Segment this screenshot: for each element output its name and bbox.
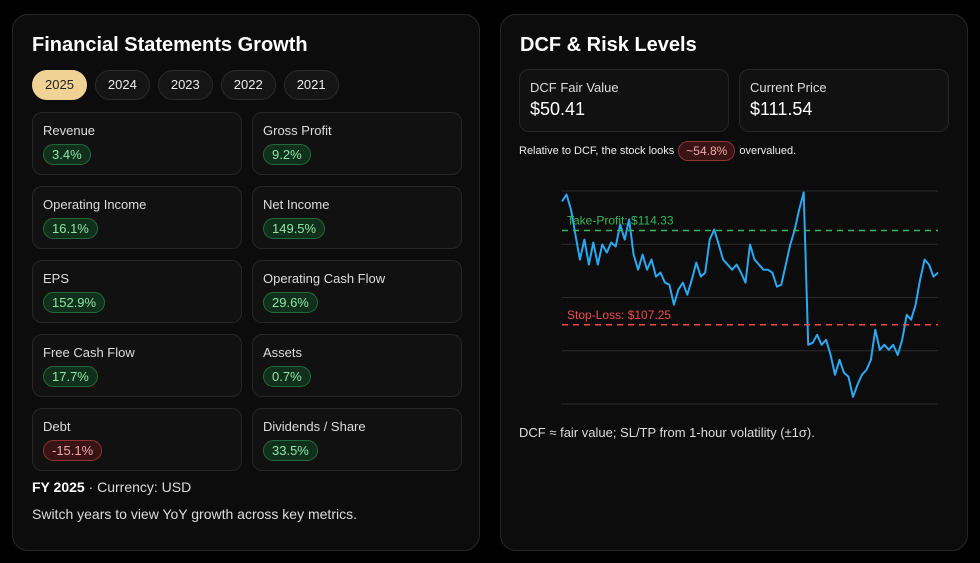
metrics-grid: Revenue 3.4% Gross Profit 9.2% Operating I… — [32, 112, 462, 471]
metric-value-badge: 33.5% — [263, 440, 318, 461]
valuation-summary: Relative to DCF, the stock looks ~54.8% … — [519, 141, 796, 161]
metric-value-badge: 17.7% — [43, 366, 98, 387]
price-value: $111.54 — [750, 99, 813, 119]
metric-label-operating-cash-flow: Operating Cash Flow — [263, 271, 386, 286]
hint-text: Switch years to view YoY growth across k… — [32, 506, 357, 522]
price-line — [561, 191, 939, 398]
chart-note: DCF ≈ fair value; SL/TP from 1-hour vola… — [519, 425, 815, 440]
metric-value-badge: 149.5% — [263, 218, 326, 239]
year-tab-2021[interactable]: 2021 — [283, 70, 339, 100]
metric-card: Operating Cash Flow 29.6% — [252, 260, 462, 323]
metric-label-operating-income: Operating Income — [43, 197, 147, 212]
rel-suffix: overvalued. — [739, 145, 797, 157]
year-selector: 2025 2024 2023 2022 2021 — [32, 70, 339, 100]
metric-card: Gross Profit 9.2% — [252, 112, 462, 175]
year-tab-2023[interactable]: 2023 — [157, 70, 213, 100]
fy-label: FY 2025 — [32, 479, 85, 495]
currency-label: · Currency: USD — [84, 479, 192, 495]
metric-label-gross-profit: Gross Profit — [263, 123, 332, 138]
price-chart: Take-Profit: $114.33 Stop-Loss: $107.25 — [561, 190, 939, 405]
stop-loss-label: Stop-Loss: $107.25 — [567, 308, 671, 322]
overvaluation-badge: ~54.8% — [678, 141, 736, 161]
metric-value-badge: -15.1% — [43, 440, 103, 461]
rel-prefix: Relative to DCF, the stock looks — [519, 145, 675, 157]
dcf-label: DCF Fair Value — [530, 80, 619, 95]
metric-label-eps: EPS — [43, 271, 70, 286]
metric-value-badge: 29.6% — [263, 292, 318, 313]
metric-value-badge: 152.9% — [43, 292, 106, 313]
metric-value-badge: 0.7% — [263, 366, 311, 387]
metric-label-debt: Debt — [43, 419, 71, 434]
metric-value-badge: 16.1% — [43, 218, 98, 239]
year-tab-2022[interactable]: 2022 — [220, 70, 276, 100]
metric-card: Assets 0.7% — [252, 334, 462, 397]
metric-card: Operating Income 16.1% — [32, 186, 242, 249]
metric-card: Dividends / Share 33.5% — [252, 408, 462, 471]
metric-label-dividends-share: Dividends / Share — [263, 419, 366, 434]
year-tab-2024[interactable]: 2024 — [94, 70, 150, 100]
dcf-value: $50.41 — [530, 99, 586, 119]
metric-label-revenue: Revenue — [43, 123, 96, 138]
metric-value-badge: 3.4% — [43, 144, 91, 165]
metric-value-badge: 9.2% — [263, 144, 311, 165]
year-tab-2025[interactable]: 2025 — [32, 70, 87, 100]
metric-card: EPS 152.9% — [32, 260, 242, 323]
current-price-card: Current Price $111.54 — [739, 69, 949, 132]
financial-growth-panel: Financial Statements Growth 2025 2024 20… — [12, 14, 480, 551]
metric-card: Net Income 149.5% — [252, 186, 462, 249]
dcf-risk-panel: DCF & Risk Levels DCF Fair Value $50.41 … — [500, 14, 968, 551]
take-profit-label: Take-Profit: $114.33 — [567, 214, 674, 228]
panel-title: Financial Statements Growth — [32, 34, 308, 56]
metric-card: Debt -15.1% — [32, 408, 242, 471]
fiscal-year-info: FY 2025 · Currency: USD — [32, 479, 191, 495]
metric-card: Free Cash Flow 17.7% — [32, 334, 242, 397]
metric-label-assets: Assets — [263, 345, 303, 360]
metric-label-free-cash-flow: Free Cash Flow — [43, 345, 135, 360]
panel-title: DCF & Risk Levels — [520, 34, 697, 56]
metric-card: Revenue 3.4% — [32, 112, 242, 175]
price-label: Current Price — [750, 80, 827, 95]
dcf-fair-value-card: DCF Fair Value $50.41 — [519, 69, 729, 132]
metric-label-net-income: Net Income — [263, 197, 330, 212]
